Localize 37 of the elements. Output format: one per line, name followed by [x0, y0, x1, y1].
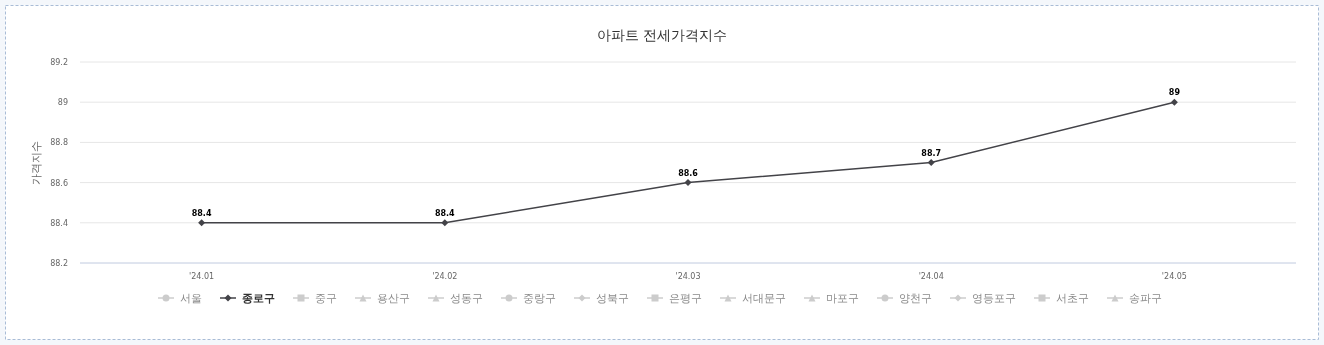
legend-label: 은평구 — [669, 292, 702, 305]
legend-label: 마포구 — [826, 292, 859, 305]
y-tick-label: 88.4 — [50, 218, 68, 228]
y-tick-label: 88.2 — [50, 259, 68, 268]
y-tick-label: 89.2 — [50, 58, 68, 67]
legend-label: 중구 — [315, 292, 337, 305]
y-tick-label: 89 — [57, 98, 68, 108]
data-label: 88.4 — [434, 208, 456, 218]
legend-label: 성북구 — [596, 292, 629, 305]
point — [927, 159, 935, 166]
legend-label: 서울 — [180, 292, 202, 305]
point — [684, 179, 692, 187]
x-tick-label: '24.04 — [918, 272, 944, 281]
point — [198, 219, 206, 227]
point — [441, 219, 449, 227]
legend-label: 송파구 — [1129, 292, 1162, 305]
x-tick-label: '24.01 — [189, 272, 215, 281]
legend-label: 서대문구 — [742, 292, 786, 305]
data-label: 88.7 — [921, 148, 942, 158]
data-label: 88.4 — [191, 208, 212, 218]
y-tick-label: 88.6 — [50, 178, 68, 188]
legend-label: 서초구 — [1056, 292, 1089, 305]
legend-label: 중랑구 — [523, 292, 556, 305]
legend-label: 성동구 — [450, 292, 483, 305]
legend-label: 종로구 — [242, 292, 275, 305]
legend-label: 양천구 — [899, 292, 932, 305]
chart-title: 아파트 전세가격지수 — [596, 27, 728, 43]
x-tick-label: '24.02 — [432, 272, 458, 281]
legend-label: 영등포구 — [972, 292, 1016, 305]
legend-label: 용산구 — [377, 292, 410, 305]
point — [1170, 98, 1178, 106]
x-tick-label: '24.03 — [675, 272, 701, 281]
y-axis-title: 가격지수 — [30, 140, 43, 185]
x-tick-label: '24.05 — [1161, 272, 1187, 281]
y-tick-label: 88.8 — [50, 138, 68, 148]
data-label: 89 — [1168, 88, 1181, 98]
data-label: 88.6 — [678, 168, 699, 178]
